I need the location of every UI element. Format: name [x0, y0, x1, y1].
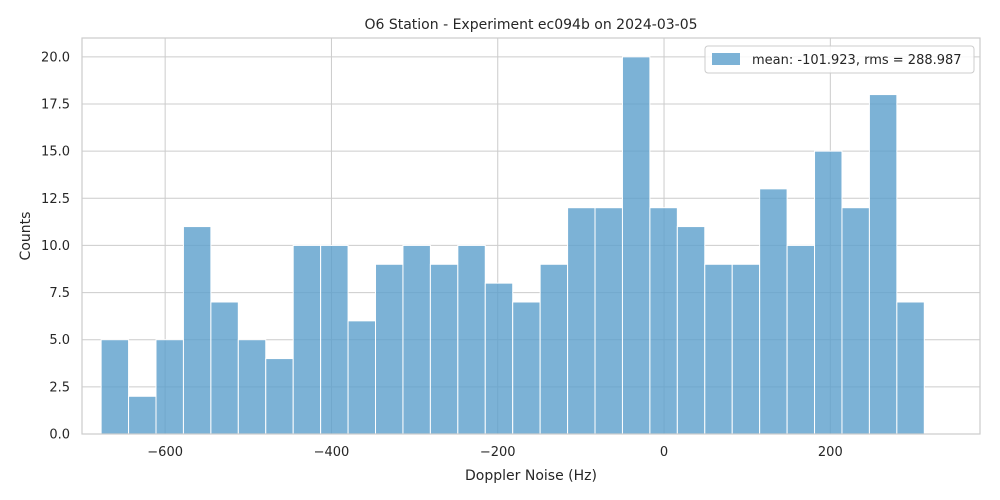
histogram-bar — [649, 207, 678, 435]
histogram-bar — [155, 339, 184, 435]
x-tick-label: −400 — [314, 445, 350, 460]
histogram-bar — [237, 339, 267, 435]
histogram-bar — [512, 301, 541, 435]
histogram-bar — [621, 56, 651, 435]
histogram-bar — [841, 207, 870, 435]
y-tick-label: 17.5 — [41, 98, 70, 113]
y-tick-label: 10.0 — [41, 239, 70, 254]
plot-border — [81, 37, 981, 435]
plot-frame — [81, 37, 981, 435]
y-axis-ticks: 0.0 2.5 5.0 7.5 10.0 12.5 15.0 17.5 20.0 — [41, 50, 70, 442]
histogram-bars — [100, 56, 925, 435]
histogram-bar — [814, 150, 843, 435]
chart-title: O6 Station - Experiment ec094b on 2024-0… — [364, 17, 697, 33]
histogram-bar — [759, 188, 788, 435]
x-axis-ticks: −600 −400 −200 0 200 — [147, 445, 842, 460]
legend: mean: -101.923, rms = 288.987 — [704, 45, 975, 74]
histogram-bar — [347, 320, 377, 435]
histogram-bar — [868, 94, 898, 435]
legend-label: mean: -101.923, rms = 288.987 — [752, 53, 962, 68]
y-tick-label: 12.5 — [41, 192, 70, 207]
histogram-bar — [594, 207, 623, 435]
x-axis-label: Doppler Noise (Hz) — [465, 468, 597, 484]
histogram-bar — [786, 244, 816, 435]
histogram-bar — [210, 301, 239, 435]
histogram-bar — [429, 263, 459, 435]
histogram-bar — [100, 339, 130, 435]
histogram-bar — [704, 263, 733, 435]
histogram-bar — [676, 226, 706, 435]
y-tick-label: 20.0 — [41, 50, 70, 65]
x-tick-label: −600 — [147, 445, 183, 460]
histogram-bar — [265, 358, 294, 435]
y-axis-label: Counts — [18, 212, 34, 261]
histogram-bar — [402, 244, 431, 435]
histogram-bar — [731, 263, 761, 435]
legend-swatch — [712, 53, 740, 65]
histogram-bar — [539, 263, 569, 435]
histogram-bar — [567, 207, 596, 435]
histogram-bar — [292, 244, 322, 435]
histogram-bar — [457, 244, 486, 435]
histogram-bar — [320, 244, 349, 435]
y-tick-label: 0.0 — [49, 428, 70, 443]
histogram-bar — [182, 226, 212, 435]
y-tick-label: 15.0 — [41, 145, 70, 160]
x-tick-label: −200 — [480, 445, 516, 460]
y-tick-label: 2.5 — [49, 380, 70, 395]
x-tick-label: 0 — [660, 445, 668, 460]
y-tick-label: 7.5 — [49, 286, 70, 301]
x-tick-label: 200 — [818, 445, 843, 460]
histogram-bar — [484, 282, 514, 435]
histogram-bar — [128, 395, 157, 435]
histogram-bar — [375, 263, 404, 435]
legend-box — [704, 45, 975, 74]
y-tick-label: 5.0 — [49, 333, 70, 348]
histogram-bar — [896, 301, 925, 435]
